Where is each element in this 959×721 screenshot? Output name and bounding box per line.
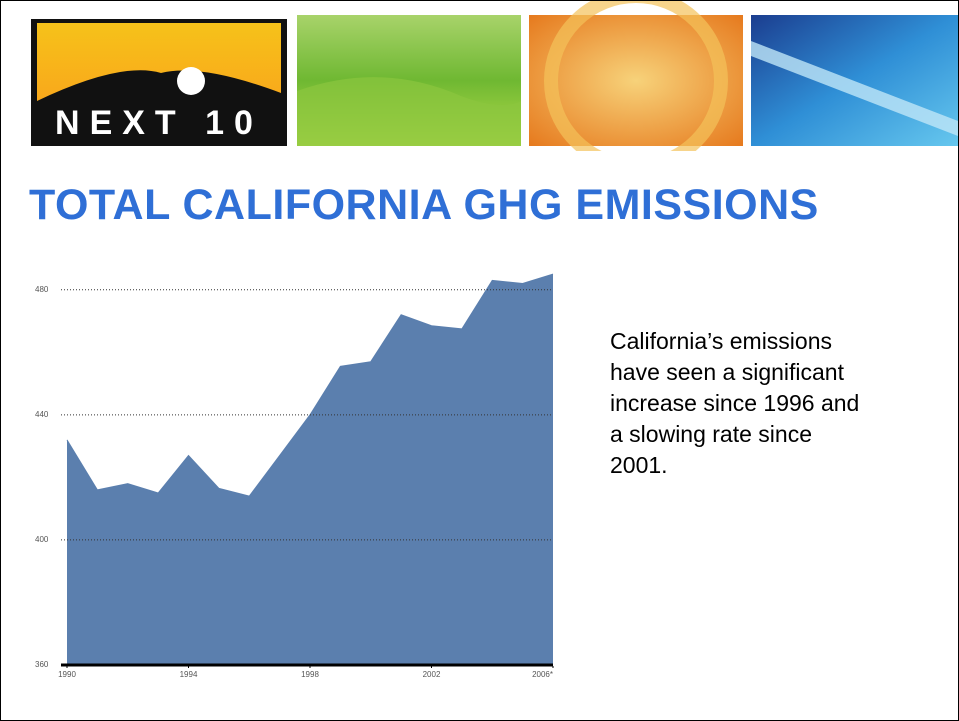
chart: 360 400 440 480 1990 1994 1998 2002 2006*	[35, 273, 554, 679]
area-fill	[67, 274, 553, 665]
x-tick-label: 1990	[58, 670, 76, 679]
description-line: a slowing rate since	[610, 421, 812, 447]
logo-hill	[37, 70, 281, 101]
slide-title: TOTAL CALIFORNIA GHG EMISSIONS	[29, 181, 819, 229]
y-tick-label: 480	[35, 285, 49, 294]
description-line: California’s emissions	[610, 328, 832, 354]
x-tick-label: 1994	[180, 670, 198, 679]
x-tick-label: 2002	[423, 670, 441, 679]
x-tick-label: 1998	[301, 670, 319, 679]
logo-text: NEXT 10	[55, 104, 263, 142]
hills-shape	[297, 77, 521, 146]
bridge-image	[751, 15, 958, 146]
y-tick-label: 440	[35, 410, 49, 419]
header-banner: NEXT 10	[31, 1, 958, 151]
description-line: 2001.	[610, 452, 668, 478]
y-tick-label: 400	[35, 535, 49, 544]
bridge-deck	[751, 41, 958, 136]
description-line: have seen a significant	[610, 359, 844, 385]
description: California’s emissions have seen a signif…	[610, 326, 859, 481]
description-line: increase since 1996 and	[610, 390, 860, 416]
logo-sun	[177, 67, 205, 95]
x-tick-label: 2006*	[532, 670, 553, 679]
y-tick-label: 360	[35, 660, 49, 669]
seal-ring	[544, 1, 728, 151]
